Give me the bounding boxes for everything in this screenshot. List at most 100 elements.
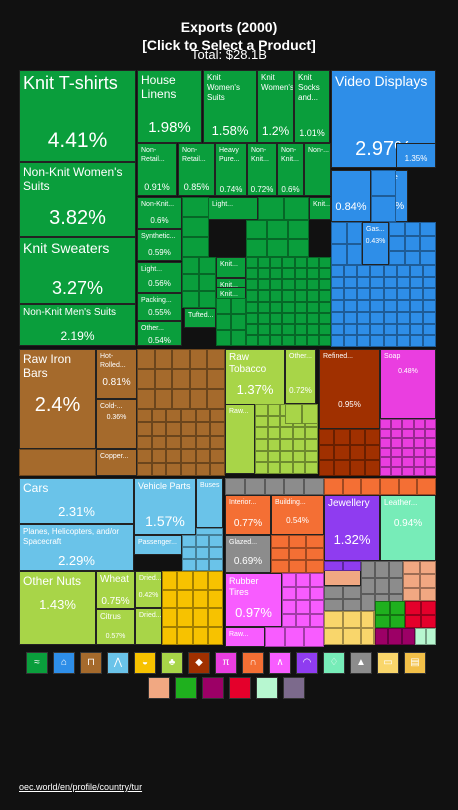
- treemap-small-cell[interactable]: [182, 559, 196, 571]
- treemap-small-cell[interactable]: [409, 323, 423, 336]
- treemap-small-cell[interactable]: [192, 626, 208, 645]
- treemap-small-cell[interactable]: [137, 422, 152, 436]
- treemap-small-cell[interactable]: [401, 628, 415, 645]
- treemap-small-cell[interactable]: [346, 243, 362, 265]
- treemap-small-cell[interactable]: [282, 312, 295, 324]
- paper-goods-icon[interactable]: [256, 677, 278, 699]
- treemap-small-cell[interactable]: [364, 444, 380, 461]
- treemap-small-cell[interactable]: [283, 197, 309, 220]
- treemap-small-cell[interactable]: [417, 478, 436, 495]
- treemap-small-cell[interactable]: [413, 438, 425, 448]
- treemap-small-cell[interactable]: [420, 250, 436, 265]
- treemap-small-cell[interactable]: [318, 323, 331, 335]
- treemap-small-cell[interactable]: [137, 462, 152, 476]
- treemap-small-cell[interactable]: [318, 312, 331, 324]
- treemap-cell[interactable]: Light...: [208, 197, 258, 220]
- treemap-small-cell[interactable]: [361, 628, 374, 645]
- treemap-small-cell[interactable]: [344, 335, 358, 347]
- treemap-cell[interactable]: Knit Sweaters 3.27%: [19, 237, 136, 304]
- treemap-small-cell[interactable]: [258, 312, 271, 324]
- treemap-small-cell[interactable]: [292, 462, 306, 474]
- treemap-small-cell[interactable]: [246, 279, 259, 291]
- treemap-cell[interactable]: Wheat 0.75%: [96, 571, 135, 609]
- treemap-small-cell[interactable]: [357, 323, 371, 336]
- treemap-small-cell[interactable]: [151, 435, 167, 450]
- treemap-small-cell[interactable]: [346, 222, 362, 244]
- treemap-small-cell[interactable]: [195, 559, 210, 571]
- treemap-small-cell[interactable]: [409, 265, 423, 277]
- treemap-cell[interactable]: Non-Retail... 0.91%: [137, 143, 177, 196]
- treemap-small-cell[interactable]: [419, 561, 436, 575]
- treemap-small-cell[interactable]: [424, 428, 436, 438]
- treemap-small-cell[interactable]: [375, 577, 389, 595]
- treemap-small-cell[interactable]: [195, 435, 211, 450]
- treemap-small-cell[interactable]: [154, 389, 173, 409]
- treemap-small-cell[interactable]: [258, 334, 271, 346]
- treemap-small-cell[interactable]: [357, 265, 371, 277]
- treemap-small-cell[interactable]: [195, 409, 211, 423]
- treemap-small-cell[interactable]: [349, 460, 365, 476]
- treemap-small-cell[interactable]: [246, 290, 259, 302]
- treemap-small-cell[interactable]: [177, 626, 193, 645]
- treemap-small-cell[interactable]: [195, 422, 211, 436]
- treemap-small-cell[interactable]: [182, 274, 199, 291]
- treemap-small-cell[interactable]: [181, 409, 196, 423]
- treemap-small-cell[interactable]: [271, 535, 289, 548]
- treemap-small-cell[interactable]: [192, 608, 208, 627]
- treemap-small-cell[interactable]: [172, 369, 190, 389]
- treemap-small-cell[interactable]: [371, 170, 396, 196]
- treemap-small-cell[interactable]: [357, 288, 371, 301]
- treemap-small-cell[interactable]: [404, 250, 421, 265]
- treemap-cell[interactable]: Knit Women's Suits 1.58%: [203, 70, 257, 143]
- treemap-small-cell[interactable]: [422, 311, 436, 324]
- treemap-small-cell[interactable]: [255, 439, 268, 451]
- foodstuffs-icon[interactable]: ◒: [134, 652, 156, 674]
- textiles-icon[interactable]: ≈: [26, 652, 48, 674]
- treemap-small-cell[interactable]: [306, 312, 319, 324]
- treemap-small-cell[interactable]: [264, 478, 285, 495]
- treemap-small-cell[interactable]: [280, 439, 293, 451]
- treemap-small-cell[interactable]: [258, 279, 271, 291]
- treemap-small-cell[interactable]: [195, 547, 210, 559]
- treemap-small-cell[interactable]: [344, 300, 358, 312]
- treemap-small-cell[interactable]: [380, 438, 392, 448]
- treemap-small-cell[interactable]: [306, 257, 319, 269]
- chemicals-icon[interactable]: π: [215, 652, 237, 674]
- treemap-small-cell[interactable]: [267, 220, 288, 239]
- treemap-small-cell[interactable]: [306, 547, 324, 561]
- treemap-small-cell[interactable]: [420, 601, 436, 615]
- treemap-small-cell[interactable]: [370, 288, 384, 301]
- treemap-small-cell[interactable]: [294, 279, 307, 291]
- treemap-small-cell[interactable]: [422, 276, 436, 289]
- treemap-cell[interactable]: Hot-Rolled... 0.81%: [96, 349, 137, 399]
- treemap-small-cell[interactable]: [172, 389, 190, 409]
- metals-icon[interactable]: ⊓: [80, 652, 102, 674]
- treemap-small-cell[interactable]: [270, 279, 283, 291]
- treemap-small-cell[interactable]: [361, 478, 380, 495]
- treemap-small-cell[interactable]: [210, 422, 225, 436]
- treemap-small-cell[interactable]: [370, 265, 384, 277]
- treemap-small-cell[interactable]: [192, 571, 208, 590]
- treemap-cell[interactable]: Other Nuts 1.43%: [19, 571, 96, 645]
- treemap-small-cell[interactable]: [288, 560, 307, 573]
- treemap-small-cell[interactable]: [375, 601, 390, 615]
- treemap-small-cell[interactable]: [396, 276, 410, 289]
- treemap-small-cell[interactable]: [304, 627, 324, 647]
- treemap-small-cell[interactable]: [331, 300, 345, 312]
- treemap-small-cell[interactable]: [380, 478, 399, 495]
- treemap-small-cell[interactable]: [189, 389, 208, 409]
- treemap-small-cell[interactable]: [306, 560, 324, 573]
- treemap-small-cell[interactable]: [225, 478, 245, 495]
- treemap-small-cell[interactable]: [285, 404, 302, 424]
- treemap-cell[interactable]: Knit...: [216, 257, 246, 278]
- treemap-small-cell[interactable]: [413, 419, 425, 429]
- treemap-small-cell[interactable]: [267, 238, 288, 257]
- treemap-small-cell[interactable]: [189, 349, 208, 369]
- treemap-small-cell[interactable]: [294, 268, 307, 280]
- treemap-small-cell[interactable]: [282, 586, 296, 600]
- treemap-cell[interactable]: Non-...: [304, 143, 331, 196]
- treemap-small-cell[interactable]: [361, 561, 375, 578]
- treemap-small-cell[interactable]: [304, 478, 324, 495]
- treemap-cell[interactable]: Non-Knit Women's Suits 3.82%: [19, 162, 136, 237]
- treemap-small-cell[interactable]: [177, 608, 193, 627]
